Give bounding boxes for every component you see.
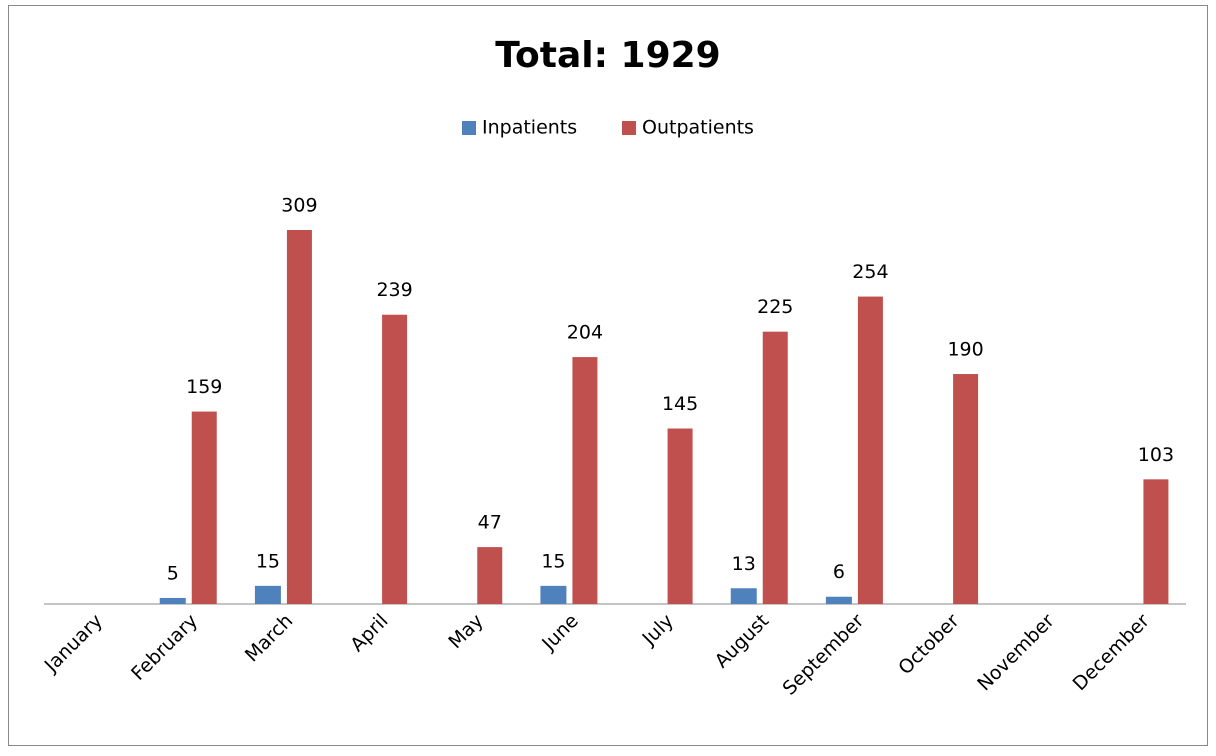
legend-label: Inpatients bbox=[482, 117, 577, 139]
legend-swatch bbox=[462, 121, 476, 135]
bar bbox=[477, 547, 503, 604]
data-label: 145 bbox=[662, 393, 698, 415]
data-label: 309 bbox=[281, 195, 317, 217]
bar bbox=[382, 314, 408, 604]
data-label: 15 bbox=[541, 550, 565, 572]
bar bbox=[572, 357, 598, 604]
data-label: 159 bbox=[186, 376, 222, 398]
data-label: 254 bbox=[852, 261, 888, 283]
data-label: 225 bbox=[757, 296, 793, 318]
bar bbox=[762, 331, 788, 604]
bar bbox=[540, 585, 567, 604]
bar bbox=[159, 597, 186, 604]
data-label: 239 bbox=[376, 279, 412, 301]
bar bbox=[286, 230, 312, 604]
bar bbox=[953, 374, 979, 604]
bar bbox=[857, 296, 883, 604]
chart-title: Total: 1929 bbox=[495, 35, 720, 76]
data-label: 15 bbox=[256, 550, 280, 572]
data-label: 47 bbox=[478, 512, 502, 534]
bar bbox=[825, 596, 852, 604]
data-label: 6 bbox=[833, 561, 845, 583]
legend-swatch bbox=[622, 121, 636, 135]
legend-label: Outpatients bbox=[642, 117, 754, 139]
chart-frame bbox=[8, 5, 1208, 746]
bar bbox=[254, 585, 281, 604]
data-label: 190 bbox=[947, 339, 983, 361]
data-label: 204 bbox=[567, 322, 603, 344]
bar bbox=[191, 411, 217, 604]
data-label: 103 bbox=[1138, 444, 1174, 466]
bar bbox=[667, 428, 693, 604]
bar bbox=[730, 588, 757, 604]
data-label: 13 bbox=[732, 553, 756, 575]
data-label: 5 bbox=[167, 562, 179, 584]
bar bbox=[1143, 479, 1169, 604]
